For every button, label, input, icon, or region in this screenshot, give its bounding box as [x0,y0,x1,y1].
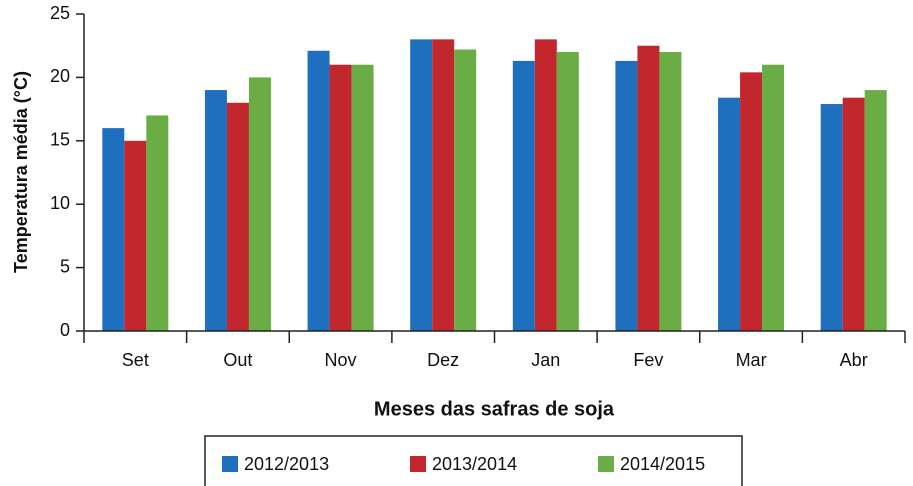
bar [864,90,887,331]
bar [146,115,169,331]
bar [842,97,865,331]
x-axis-title: Meses das safras de soja [374,398,615,420]
y-axis-title: Temperatura média (°C) [11,71,31,273]
y-tick-label: 10 [50,193,70,213]
bar [410,39,433,332]
legend-swatch [410,456,426,472]
bar [248,77,271,332]
x-tick-label: Dez [427,350,459,370]
bar [454,49,477,332]
y-tick-label: 15 [50,130,70,150]
y-tick-label: 0 [60,320,70,340]
legend-label: 2014/2015 [620,454,705,474]
bar [556,52,579,331]
x-tick-label: Out [223,350,252,370]
legend-label: 2012/2013 [244,454,329,474]
x-tick-label: Jan [531,350,560,370]
bar [637,45,660,331]
x-tick-label: Fev [633,350,663,370]
y-tick-label: 25 [50,3,70,23]
bar [204,90,227,331]
bar [351,64,374,331]
bar [615,60,638,331]
bar [329,64,352,331]
x-tick-label: Nov [325,350,357,370]
bar [226,102,249,331]
bar [432,39,455,332]
y-tick-label: 5 [60,256,70,276]
bar [102,128,125,331]
legend-swatch [222,456,238,472]
y-tick-label: 20 [50,66,70,86]
legend-label: 2013/2014 [432,454,517,474]
x-tick-label: Mar [736,350,767,370]
bar [124,140,147,331]
bar [512,60,535,331]
bar [820,104,843,331]
legend-box [204,435,743,486]
bar [659,52,682,331]
x-tick-label: Abr [840,350,868,370]
bar [740,72,763,331]
x-tick-label: Set [122,350,149,370]
bar [534,39,557,332]
legend-swatch [598,456,614,472]
bar [718,97,741,331]
bar [762,64,785,331]
bar [307,50,330,331]
